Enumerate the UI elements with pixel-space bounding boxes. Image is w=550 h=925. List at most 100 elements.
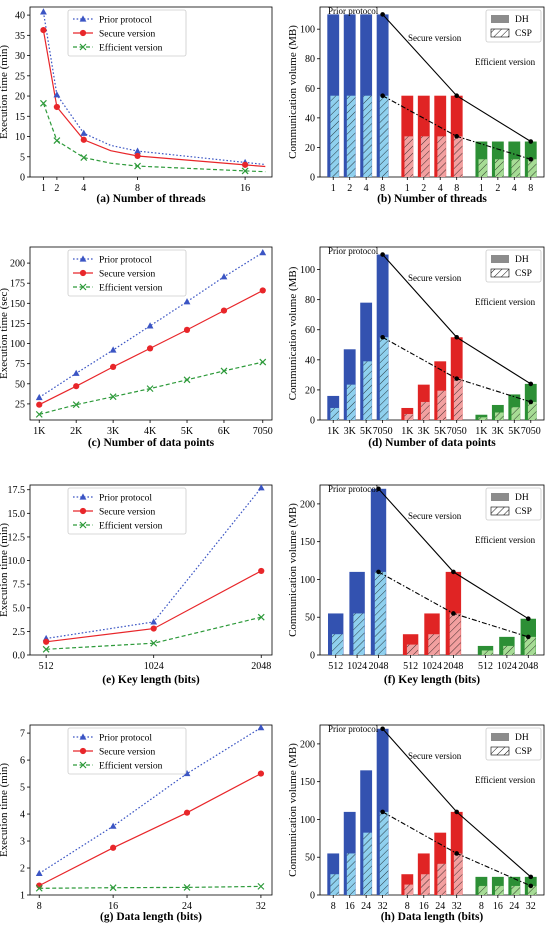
trend-point-dh — [526, 616, 531, 622]
trend-point-csp — [528, 399, 534, 405]
x-tick-label: 16 — [240, 183, 250, 194]
data-point-prior — [150, 618, 158, 625]
data-point-secure — [146, 345, 154, 352]
y-tick-label: 60 — [305, 84, 315, 95]
legend-swatch-csp-hatch — [491, 29, 509, 37]
y-tick-label: 20 — [305, 385, 315, 396]
trend-point-csp — [376, 569, 381, 575]
y-tick-label: 2 — [20, 864, 25, 875]
x-tick-label: 5K — [434, 426, 447, 437]
bar-csp-hatch — [404, 136, 413, 177]
y-tick-label: 7 — [20, 729, 25, 740]
bar-csp-hatch — [453, 136, 463, 177]
data-point-secure — [53, 103, 60, 111]
data-point-efficient — [257, 613, 265, 621]
trend-point-dh — [451, 569, 456, 575]
x-tick-label: 7050 — [447, 426, 467, 437]
plot-frame — [29, 6, 273, 178]
data-point-prior — [259, 249, 267, 256]
y-tick-label: 100 — [300, 265, 315, 276]
legend-swatch-csp-hatch — [491, 269, 509, 277]
legend-box — [67, 487, 187, 535]
data-point-prior — [53, 91, 61, 98]
y-tick-label: 200 — [10, 259, 25, 270]
legend-swatch-dh — [491, 493, 509, 501]
x-tick-label: 4K — [144, 426, 157, 437]
data-point-efficient — [109, 393, 117, 401]
x-tick-label: 3K — [492, 426, 505, 437]
legend-label-secure: Secure version — [99, 748, 155, 758]
trend-point-csp — [526, 634, 531, 640]
x-tick-label: 16 — [108, 901, 118, 912]
data-point-efficient — [257, 882, 265, 890]
x-tick-label: 8 — [405, 901, 410, 912]
x-tick-label: 512 — [39, 661, 54, 672]
bar-csp-hatch — [481, 650, 493, 655]
plot-frame — [319, 246, 545, 421]
x-tick-label: 32 — [256, 901, 266, 912]
x-tick-label: 2 — [495, 183, 500, 194]
bar-csp-hatch — [330, 874, 339, 895]
data-point-secure — [242, 161, 249, 168]
bar-csp-hatch — [524, 636, 536, 655]
bar-csp-hatch — [420, 874, 430, 895]
data-point-efficient — [40, 99, 47, 107]
bar-csp-hatch — [420, 136, 430, 177]
data-point-prior — [183, 769, 191, 777]
trend-point-csp — [380, 809, 385, 815]
x-tick-label: 2048 — [518, 661, 538, 672]
x-tick-label: 2K — [70, 426, 83, 437]
y-tick-label: 6 — [20, 756, 25, 767]
data-point-efficient — [241, 167, 249, 175]
chart-panel-4: 0.0 2.5 5.0 7.5 10.0 12.5 15.0 17.5 Execution ti… — [0, 484, 273, 686]
bar-csp-hatch — [478, 159, 488, 177]
annotation-secure: Secure version — [408, 33, 462, 43]
x-tick-label: 512 — [328, 661, 343, 672]
trend-point-csp — [380, 93, 385, 98]
bar-csp-hatch — [511, 885, 520, 895]
x-tick-label: 16 — [345, 901, 355, 912]
legend-swatch-dh — [491, 733, 509, 741]
trend-point-dh — [528, 139, 534, 144]
bar-csp-hatch — [437, 390, 446, 420]
y-tick-label: 0 — [310, 416, 315, 427]
chart-caption: (e) Key length (bits) — [102, 674, 200, 686]
data-point-secure — [43, 638, 50, 645]
y-tick-label: 4 — [20, 810, 25, 821]
bar-csp-hatch — [495, 885, 504, 895]
bar-csp-hatch — [379, 95, 389, 177]
data-point-efficient — [150, 639, 158, 647]
x-tick-label: 512 — [478, 661, 493, 672]
chart-caption: (f) Key length (bits) — [384, 674, 480, 686]
bar-csp-hatch — [404, 884, 413, 895]
legend-label-efficient: Efficient version — [99, 761, 163, 772]
x-tick-label: 8 — [380, 183, 385, 194]
series-line-secure — [38, 773, 262, 887]
x-tick-label: 3K — [344, 426, 357, 437]
legend-label-csp: CSP — [515, 747, 532, 757]
series-line-efficient — [42, 103, 266, 173]
y-tick-label: 12.5 — [8, 532, 26, 543]
annotation-prior: Prior protocol — [328, 6, 379, 16]
x-tick-label: 2 — [54, 183, 59, 194]
annotation-prior: Prior protocol — [328, 484, 379, 494]
data-point-efficient — [72, 401, 80, 409]
y-tick-label: 40 — [15, 11, 25, 22]
bar-csp-hatch — [363, 361, 372, 420]
data-point-secure — [73, 383, 80, 390]
data-point-prior — [80, 129, 88, 136]
y-tick-label: 2.5 — [13, 627, 26, 638]
annotation-secure: Secure version — [408, 511, 462, 521]
trend-point-csp — [451, 611, 456, 616]
chart-panel-6: 1 2 3 4 5 6 7 Execution time (min) (g) Data leng… — [0, 724, 273, 923]
x-tick-label: 8 — [331, 901, 336, 912]
data-point-prior — [109, 346, 117, 353]
plot-frame — [29, 724, 273, 896]
legend-box — [67, 9, 187, 57]
data-point-efficient — [220, 367, 228, 375]
data-point-efficient — [35, 410, 43, 418]
y-tick-label: 0 — [310, 651, 315, 662]
y-tick-label: 20 — [15, 92, 25, 103]
chart-caption: (a) Number of threads — [96, 193, 206, 205]
